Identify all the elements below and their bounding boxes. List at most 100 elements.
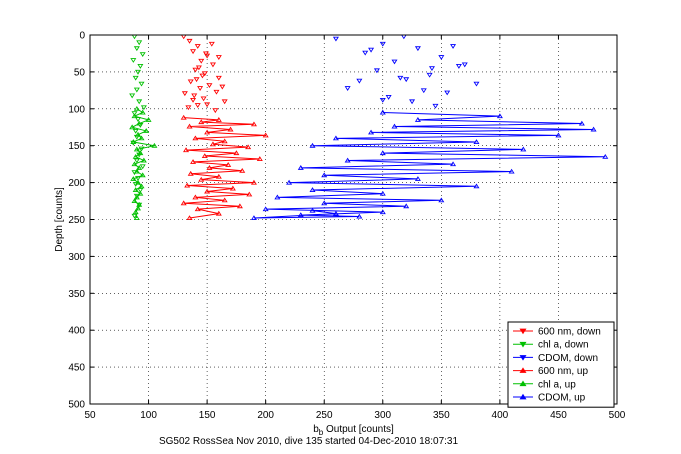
data-point: [414, 117, 421, 122]
legend-label: chl a, up: [538, 379, 576, 390]
data-point: [204, 129, 211, 135]
y-tick-label: 50: [74, 67, 86, 78]
data-point: [578, 120, 585, 126]
data-point: [414, 176, 421, 181]
data-point: [221, 99, 228, 105]
data-point: [191, 93, 198, 99]
data-point: [137, 64, 144, 69]
data-point: [132, 209, 139, 215]
data-point: [332, 36, 339, 42]
legend: 600 nm, down chl a, down CDOM, down 600 nm,…: [507, 321, 615, 408]
legend-label: chl a, down: [538, 340, 589, 351]
data-point: [212, 108, 219, 114]
data-point: [508, 168, 515, 174]
data-point: [132, 187, 139, 192]
data-point: [194, 44, 201, 49]
data-point: [138, 183, 145, 189]
data-point: [130, 58, 137, 63]
y-tick-label: 150: [68, 141, 85, 152]
data-point: [455, 64, 462, 69]
data-point: [139, 109, 146, 115]
data-point: [183, 147, 190, 153]
data-point: [190, 159, 197, 164]
data-point: [229, 185, 236, 191]
series-3: [180, 114, 269, 221]
series-2: [332, 34, 480, 109]
data-point: [131, 161, 138, 167]
data-point: [379, 150, 386, 156]
data-point: [133, 146, 140, 152]
data-point: [192, 194, 199, 200]
legend-marker: [519, 328, 527, 335]
legend-label: CDOM, up: [538, 393, 586, 404]
data-point: [213, 89, 220, 95]
data-point: [136, 40, 143, 46]
series-line: [183, 117, 266, 219]
x-axis-label-subscript: b: [319, 428, 324, 437]
data-point: [130, 176, 137, 181]
data-point: [131, 111, 138, 117]
data-point: [397, 75, 404, 81]
data-point: [187, 170, 194, 176]
data-point: [391, 123, 398, 129]
data-point: [309, 187, 316, 192]
series-line: [253, 111, 606, 219]
data-point: [414, 46, 421, 52]
data-point: [135, 131, 142, 137]
series-0: [180, 34, 228, 114]
data-point: [136, 120, 143, 126]
data-point: [344, 157, 351, 163]
series-5: [250, 109, 609, 221]
caption: SG502 RossSea Nov 2010, dive 135 started…: [159, 436, 459, 447]
data-point: [321, 200, 328, 206]
data-point: [373, 68, 380, 74]
data-point: [344, 86, 351, 91]
data-point: [194, 206, 201, 212]
data-point: [239, 167, 246, 173]
data-point: [250, 215, 257, 221]
legend-marker: [519, 380, 527, 387]
data-point: [444, 90, 451, 96]
data-point: [198, 176, 205, 182]
x-tick-label: 250: [316, 410, 333, 421]
data-point: [180, 114, 187, 120]
data-point: [201, 71, 208, 77]
data-point: [309, 207, 316, 213]
data-point: [192, 135, 199, 141]
data-point: [129, 124, 136, 130]
data-point: [245, 144, 252, 150]
data-point: [297, 212, 304, 218]
data-point: [461, 62, 468, 68]
x-tick-label: 150: [199, 410, 216, 421]
data-point: [219, 84, 226, 90]
x-axis-label: bb Output [counts]: [313, 424, 394, 437]
data-point: [379, 109, 386, 115]
data-point: [209, 62, 216, 68]
y-tick-label: 450: [68, 363, 85, 374]
data-point: [201, 153, 208, 159]
data-point: [132, 153, 139, 159]
data-point: [321, 172, 328, 178]
data-point: [262, 206, 269, 212]
data-point: [190, 97, 197, 103]
data-point: [137, 187, 144, 193]
data-point: [194, 103, 201, 108]
data-point: [379, 97, 386, 103]
data-point: [368, 47, 375, 53]
x-tick-label: 350: [433, 410, 450, 421]
data-point: [139, 52, 146, 58]
data-point: [209, 141, 216, 147]
data-point: [385, 95, 392, 100]
data-point: [420, 88, 427, 94]
data-point: [133, 194, 140, 200]
x-tick-label: 100: [140, 410, 157, 421]
data-point: [199, 73, 206, 79]
data-point: [133, 87, 140, 93]
data-point: [450, 44, 457, 49]
data-point: [215, 117, 222, 122]
y-axis-label: Depth [counts]: [54, 187, 65, 252]
data-point: [403, 203, 410, 209]
data-point: [204, 102, 211, 108]
y-tick-label: 400: [68, 326, 85, 337]
